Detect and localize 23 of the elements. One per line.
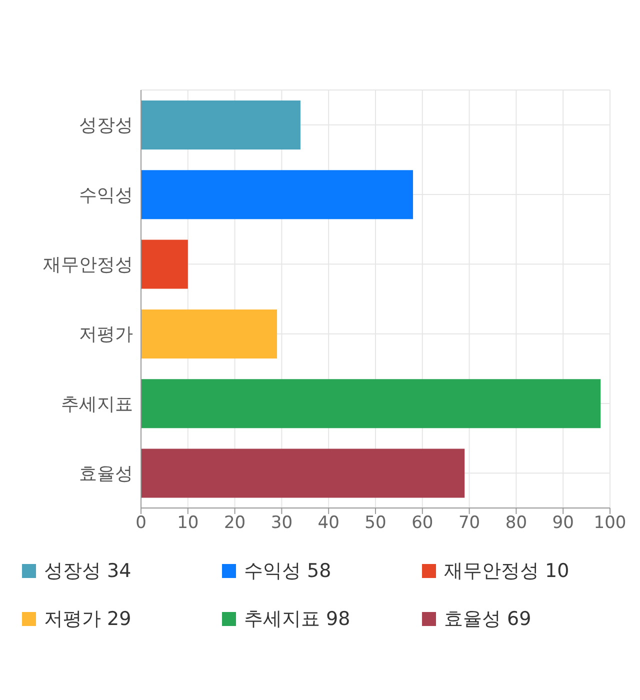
legend-label: 추세지표 98	[244, 607, 350, 632]
x-tick-label: 90	[552, 513, 574, 534]
y-tick-label: 저평가	[79, 324, 133, 346]
x-tick-label: 20	[224, 513, 246, 534]
x-tick-label: 70	[458, 513, 480, 534]
y-tick-label: 수익성	[79, 184, 133, 206]
y-tick-label: 추세지표	[61, 394, 133, 415]
x-tick-label: 0	[136, 513, 146, 534]
x-tick-label: 60	[412, 513, 434, 534]
y-tick-label: 효율성	[79, 464, 133, 485]
legend-label: 수익성 58	[244, 559, 332, 584]
x-tick-label: 40	[318, 513, 340, 534]
x-tick-label: 30	[270, 513, 293, 534]
x-tick-label: 80	[505, 513, 528, 534]
legend-label: 저평가 29	[44, 607, 132, 632]
legend-label: 효율성 69	[444, 607, 532, 632]
y-tick-label: 재무안정성	[43, 254, 133, 276]
x-tick-label: 50	[364, 513, 386, 534]
x-tick-label: 100	[594, 513, 626, 534]
legend-label: 재무안정성 10	[444, 559, 570, 584]
y-tick-label: 성장성	[79, 115, 133, 136]
x-tick-label: 10	[177, 513, 199, 534]
legend-label: 성장성 34	[44, 559, 132, 584]
